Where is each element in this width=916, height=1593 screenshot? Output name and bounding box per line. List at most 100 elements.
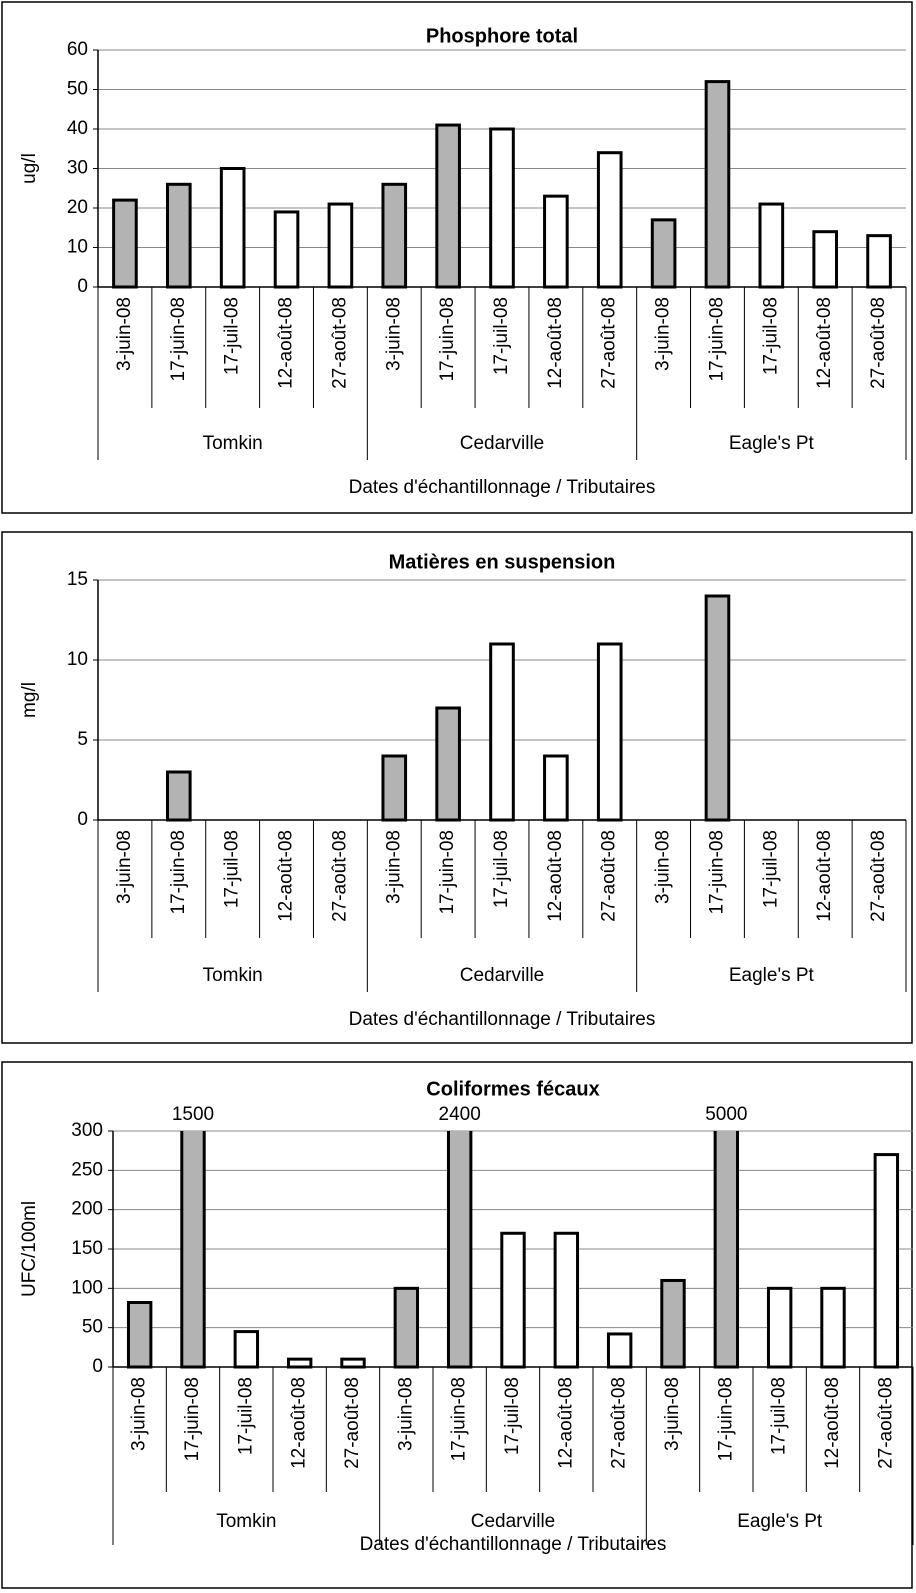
x-tick-label: 3-juin-08	[653, 830, 674, 904]
group-label: Cedarville	[471, 1511, 555, 1532]
x-tick-label: 17-juil-08	[222, 830, 243, 908]
y-tick-label: 0	[92, 1356, 103, 1377]
bar	[435, 123, 461, 289]
x-tick-label: 17-juin-08	[168, 830, 189, 915]
y-tick-label: 10	[67, 649, 88, 670]
group-label: Cedarville	[460, 965, 544, 986]
x-tick-label: 17-juin-08	[437, 297, 458, 382]
data-label: 5000	[705, 1104, 747, 1125]
bar	[543, 194, 569, 289]
x-tick-label: 3-juin-08	[395, 1377, 416, 1451]
bar	[704, 80, 731, 289]
group-label: Tomkin	[216, 1511, 276, 1532]
x-tick-label: 12-août-08	[545, 297, 566, 389]
y-axis-label: UFC/100ml	[19, 1201, 40, 1297]
y-tick-label: 30	[67, 158, 88, 179]
y-tick-label: 300	[71, 1120, 103, 1141]
x-tick-label: 3-juin-08	[114, 830, 135, 904]
x-tick-label: 12-août-08	[289, 1377, 310, 1469]
bar	[165, 770, 192, 822]
x-tick-label: 3-juin-08	[662, 1377, 683, 1451]
x-tick-label: 17-juil-08	[235, 1377, 256, 1455]
x-tick-label: 17-juin-08	[449, 1377, 470, 1462]
y-tick-label: 20	[67, 197, 88, 218]
data-label: 1500	[172, 1104, 214, 1125]
x-tick-label: 17-juil-08	[769, 1377, 790, 1455]
bar	[758, 202, 785, 289]
x-tick-label: 27-août-08	[609, 1377, 630, 1469]
bar	[866, 234, 892, 289]
y-tick-label: 100	[71, 1277, 103, 1298]
y-tick-label: 15	[67, 569, 88, 590]
chart-frame	[1, 531, 913, 1044]
x-tick-label: 17-juil-08	[760, 830, 781, 908]
x-tick-label: 17-juin-08	[437, 830, 458, 915]
x-tick-label: 12-août-08	[814, 297, 835, 389]
bar	[381, 182, 408, 289]
x-tick-label: 17-juil-08	[491, 830, 512, 908]
x-tick-label: 27-août-08	[329, 297, 350, 389]
x-tick-label: 17-juin-08	[182, 1377, 203, 1462]
x-axis-label: Dates d'échantillonnage / Tributaires	[349, 477, 656, 498]
y-tick-label: 60	[67, 39, 88, 60]
x-tick-label: 3-juin-08	[653, 297, 674, 371]
bar	[126, 1300, 153, 1369]
group-label: Eagle's Pt	[729, 965, 815, 986]
x-axis-label: Dates d'échantillonnage / Tributaires	[360, 1534, 667, 1555]
chart-frame	[1, 1061, 913, 1589]
x-tick-label: 17-juil-08	[491, 297, 512, 375]
x-tick-label: 27-août-08	[868, 297, 889, 389]
bar	[233, 1330, 260, 1369]
bar	[219, 167, 246, 289]
x-tick-label: 27-août-08	[599, 830, 620, 922]
bar	[873, 1153, 900, 1369]
bar	[500, 1231, 526, 1369]
y-axis-label: ug/l	[19, 153, 40, 184]
y-tick-label: 150	[71, 1238, 103, 1259]
y-tick-label: 10	[67, 237, 88, 258]
x-tick-label: 27-août-08	[875, 1377, 896, 1469]
x-tick-label: 12-août-08	[814, 830, 835, 922]
group-label: Eagle's Pt	[729, 433, 815, 454]
bar	[165, 182, 192, 289]
chart-title: Phosphore total	[426, 25, 578, 47]
x-tick-label: 17-juil-08	[502, 1377, 523, 1455]
bar	[286, 1357, 313, 1369]
x-tick-label: 27-août-08	[868, 830, 889, 922]
x-tick-label: 17-juin-08	[715, 1377, 736, 1462]
bar	[340, 1357, 366, 1369]
chart-title: Matières en suspension	[389, 551, 616, 573]
y-tick-label: 0	[77, 276, 88, 297]
x-tick-label: 17-juil-08	[222, 297, 243, 375]
bar	[606, 1332, 633, 1369]
bar	[393, 1286, 420, 1369]
x-tick-label: 12-août-08	[822, 1377, 843, 1469]
y-tick-label: 0	[77, 809, 88, 830]
x-tick-label: 17-juil-08	[760, 297, 781, 375]
x-axis-label: Dates d'échantillonnage / Tributaires	[349, 1009, 656, 1030]
bar	[381, 754, 408, 822]
bar	[812, 230, 839, 289]
bar	[820, 1286, 846, 1369]
bar	[704, 594, 731, 822]
x-tick-label: 17-juin-08	[706, 297, 727, 382]
bar	[489, 642, 515, 822]
x-tick-label: 3-juin-08	[383, 297, 404, 371]
bar	[489, 127, 515, 289]
y-tick-label: 200	[71, 1199, 103, 1220]
x-tick-label: 27-août-08	[329, 830, 350, 922]
x-tick-label: 27-août-08	[342, 1377, 363, 1469]
chart-title: Coliformes fécaux	[426, 1078, 599, 1100]
bar	[660, 1278, 686, 1369]
x-tick-label: 12-août-08	[276, 830, 297, 922]
group-label: Tomkin	[203, 433, 263, 454]
bar	[273, 210, 300, 289]
bar	[553, 1231, 580, 1369]
y-tick-label: 5	[77, 729, 88, 750]
x-tick-label: 17-juin-08	[168, 297, 189, 382]
bar	[435, 706, 461, 822]
group-label: Cedarville	[460, 433, 544, 454]
x-tick-label: 17-juin-08	[706, 830, 727, 915]
